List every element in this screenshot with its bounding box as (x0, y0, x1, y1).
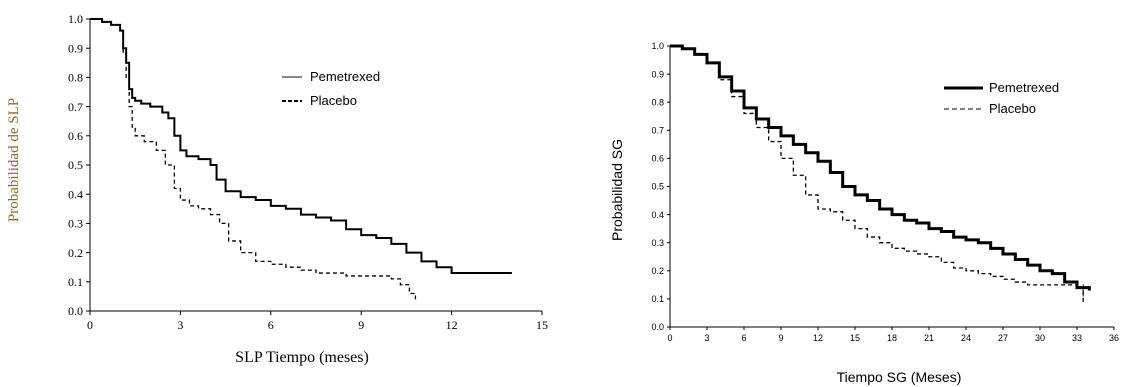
x-tick-label: 30 (1035, 333, 1045, 343)
y-tick-label: 0.7 (68, 100, 83, 114)
series-line-placebo (670, 45, 1084, 305)
series-line-pemetrexed (90, 18, 512, 275)
x-tick-label: 18 (887, 333, 897, 343)
series-lines (670, 44, 1091, 305)
x-tick-label: 21 (924, 333, 934, 343)
x-tick-label: 0 (667, 333, 672, 343)
y-tick-label: 1.0 (68, 12, 83, 26)
axes (667, 45, 1115, 330)
x-tick-label: 0 (87, 318, 93, 332)
y-tick-label: 0.1 (68, 275, 83, 289)
y-tick-label: 0.4 (651, 210, 664, 220)
y-tick-label: 0.9 (651, 69, 664, 79)
x-tick-label: 24 (961, 333, 971, 343)
x-tick-label: 36 (1109, 333, 1119, 343)
y-tick-label: 0.6 (68, 129, 83, 143)
x-axis-label: SLP Tiempo (meses) (235, 349, 369, 366)
y-axis-label: Probabilidad SG (609, 139, 625, 241)
y-tick-label: 0.6 (651, 154, 664, 164)
x-tick-label: 6 (741, 333, 746, 343)
axes (86, 18, 543, 315)
legend-label-placebo: Placebo (310, 93, 357, 108)
tick-labels: 0 3 6 9 12 15 0.0 0.1 0.2 0.3 0.4 0.5 0.6 0.7 0.8 0.9 1.… (68, 12, 548, 332)
y-tick-label: 0.3 (651, 238, 664, 248)
x-tick-label: 9 (778, 333, 783, 343)
pfs-chart: Probabilidad de SLP SLP Tiempo (meses) 0… (6, 12, 548, 366)
y-tick-label: 0.3 (68, 217, 83, 231)
y-tick-label: 1.0 (651, 41, 664, 51)
legend: Pemetrexed Placebo (944, 80, 1059, 116)
tick-labels: 0 3 6 9 12 15 18 21 24 27 30 33 360.00.10.20.30.40.5… (651, 41, 1119, 343)
series-line-pemetrexed (670, 44, 1091, 291)
legend-label-pemetrexed: Pemetrexed (989, 80, 1059, 95)
y-tick-label: 0.5 (651, 182, 664, 192)
y-tick-label: 0.2 (68, 246, 83, 260)
legend-label-pemetrexed: Pemetrexed (310, 69, 380, 84)
x-tick-label: 3 (177, 318, 183, 332)
y-tick-label: 0.4 (68, 187, 83, 201)
y-tick-label: 0.8 (651, 97, 664, 107)
x-tick-label: 3 (704, 333, 709, 343)
legend-label-placebo: Placebo (989, 101, 1036, 116)
x-tick-label: 33 (1072, 333, 1082, 343)
x-tick-label: 15 (536, 318, 548, 332)
y-axis-label: Probabilidad de SLP (6, 98, 22, 222)
y-tick-label: 0.0 (68, 304, 83, 318)
x-tick-label: 27 (998, 333, 1008, 343)
y-tick-label: 0.5 (68, 158, 83, 172)
x-tick-label: 9 (358, 318, 364, 332)
series-lines (90, 18, 512, 300)
x-axis-label: Tiempo SG (Meses) (837, 369, 962, 385)
x-tick-label: 12 (446, 318, 458, 332)
y-tick-label: 0.1 (651, 294, 664, 304)
x-tick-label: 6 (268, 318, 274, 332)
x-tick-label: 12 (813, 333, 823, 343)
series-line-placebo (90, 18, 417, 300)
y-tick-label: 0.2 (651, 266, 664, 276)
y-tick-label: 0.7 (651, 125, 664, 135)
y-tick-label: 0.8 (68, 71, 83, 85)
y-tick-label: 0.9 (68, 41, 83, 55)
x-tick-label: 15 (850, 333, 860, 343)
legend: Pemetrexed Placebo (282, 69, 380, 108)
os-chart: Probabilidad SG Tiempo SG (Meses) 0 3 6 9 12… (609, 41, 1119, 385)
y-tick-label: 0.0 (651, 322, 664, 332)
